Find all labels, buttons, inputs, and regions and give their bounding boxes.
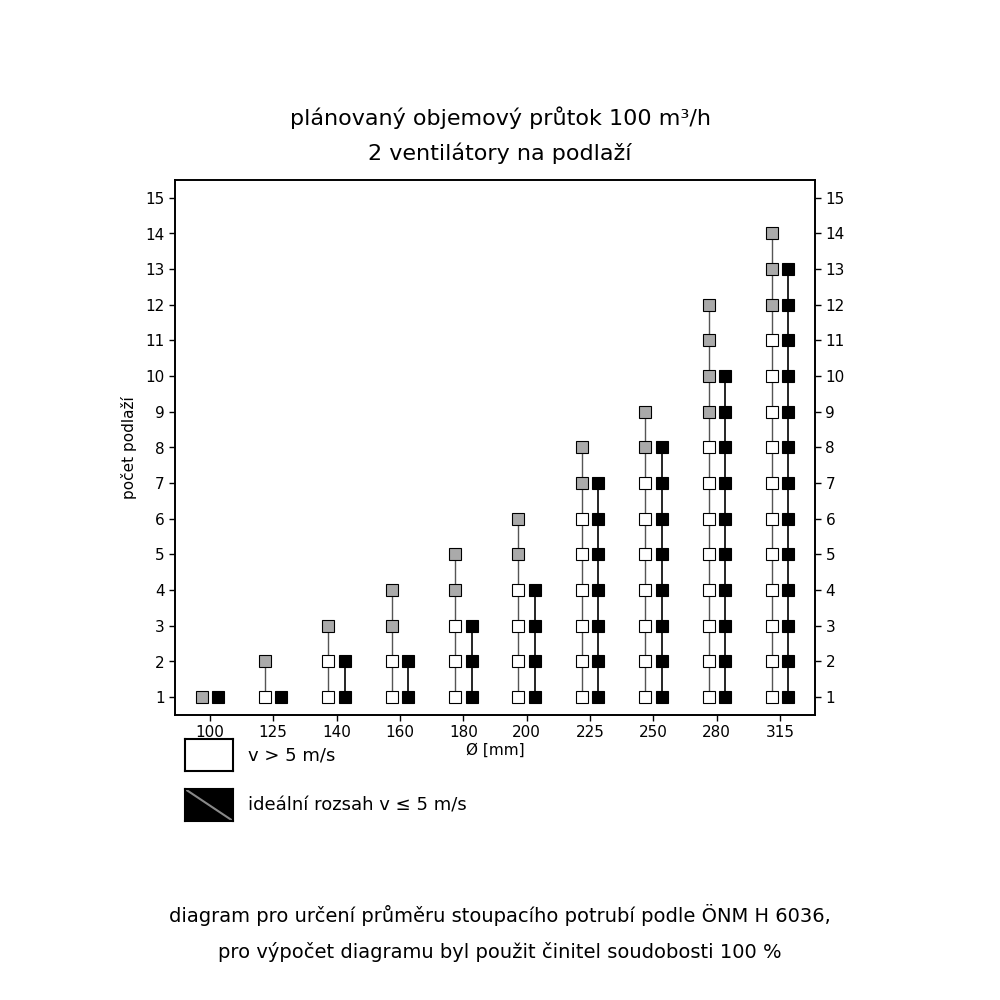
Y-axis label: počet podlaží: počet podlaží bbox=[121, 396, 137, 499]
Text: ideální rozsah v ≤ 5 m/s: ideální rozsah v ≤ 5 m/s bbox=[248, 796, 467, 814]
Text: diagram pro určení průměru stoupacího potrubí podle ÖNM H 6036,: diagram pro určení průměru stoupacího po… bbox=[169, 904, 831, 926]
X-axis label: Ø [mm]: Ø [mm] bbox=[466, 743, 524, 758]
Text: plánovaný objemový průtok 100 m³/h: plánovaný objemový průtok 100 m³/h bbox=[290, 107, 710, 129]
Text: v > 5 m/s: v > 5 m/s bbox=[248, 746, 335, 764]
Text: pro výpočet diagramu byl použit činitel soudobosti 100 %: pro výpočet diagramu byl použit činitel … bbox=[218, 942, 782, 962]
Text: 2 ventilátory na podlaží: 2 ventilátory na podlaží bbox=[368, 142, 632, 164]
